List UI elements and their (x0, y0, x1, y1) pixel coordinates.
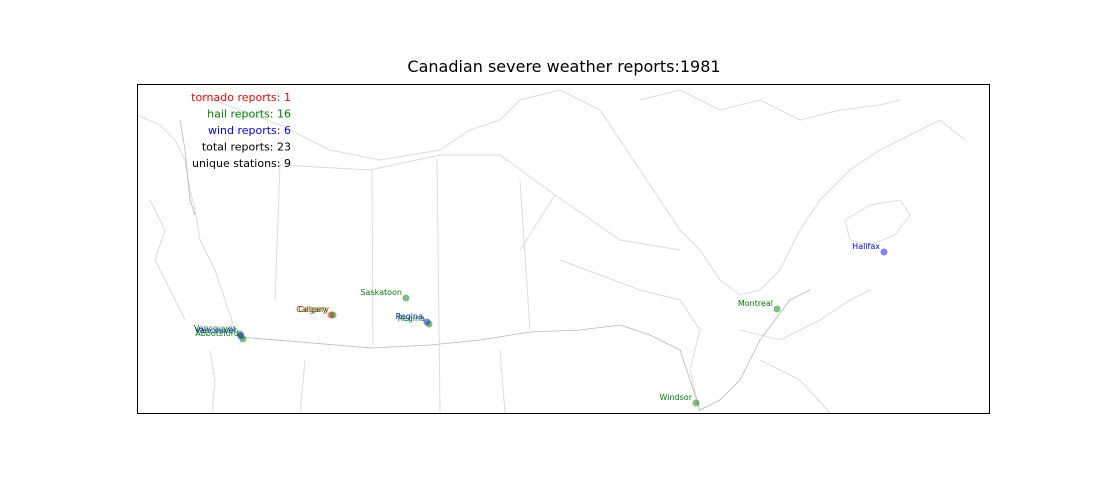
station-marker (425, 320, 433, 328)
legend-entry: tornado reports: 1 (191, 91, 291, 104)
station-label: Vancouver (194, 324, 237, 333)
legend-entry: unique stations: 9 (192, 157, 291, 170)
station-label: Regina (398, 314, 425, 323)
station-label: Halifax (852, 242, 880, 251)
map-title: Canadian severe weather reports:1981 (407, 57, 720, 76)
station-label: Calgary (298, 305, 329, 314)
station-marker (239, 335, 247, 343)
station-label: Windsor (660, 393, 693, 402)
station-label: Saskatoon (360, 288, 402, 297)
station-label: Vancouver (195, 326, 238, 335)
legend-entry: wind reports: 6 (208, 124, 291, 137)
station-marker (692, 399, 700, 407)
map-frame (137, 84, 990, 414)
station-label: Regina (396, 312, 423, 321)
station-marker (402, 294, 410, 302)
station-marker (329, 311, 337, 319)
station-label: Montreal (738, 299, 773, 308)
station-label: Calgary (296, 305, 327, 314)
legend-entry: hail reports: 16 (207, 108, 291, 121)
legend-entry: total reports: 23 (202, 141, 291, 154)
station-marker (880, 248, 888, 256)
station-marker (773, 305, 781, 313)
station-label: Abbotsford (195, 329, 239, 338)
basemap (136, 89, 966, 414)
